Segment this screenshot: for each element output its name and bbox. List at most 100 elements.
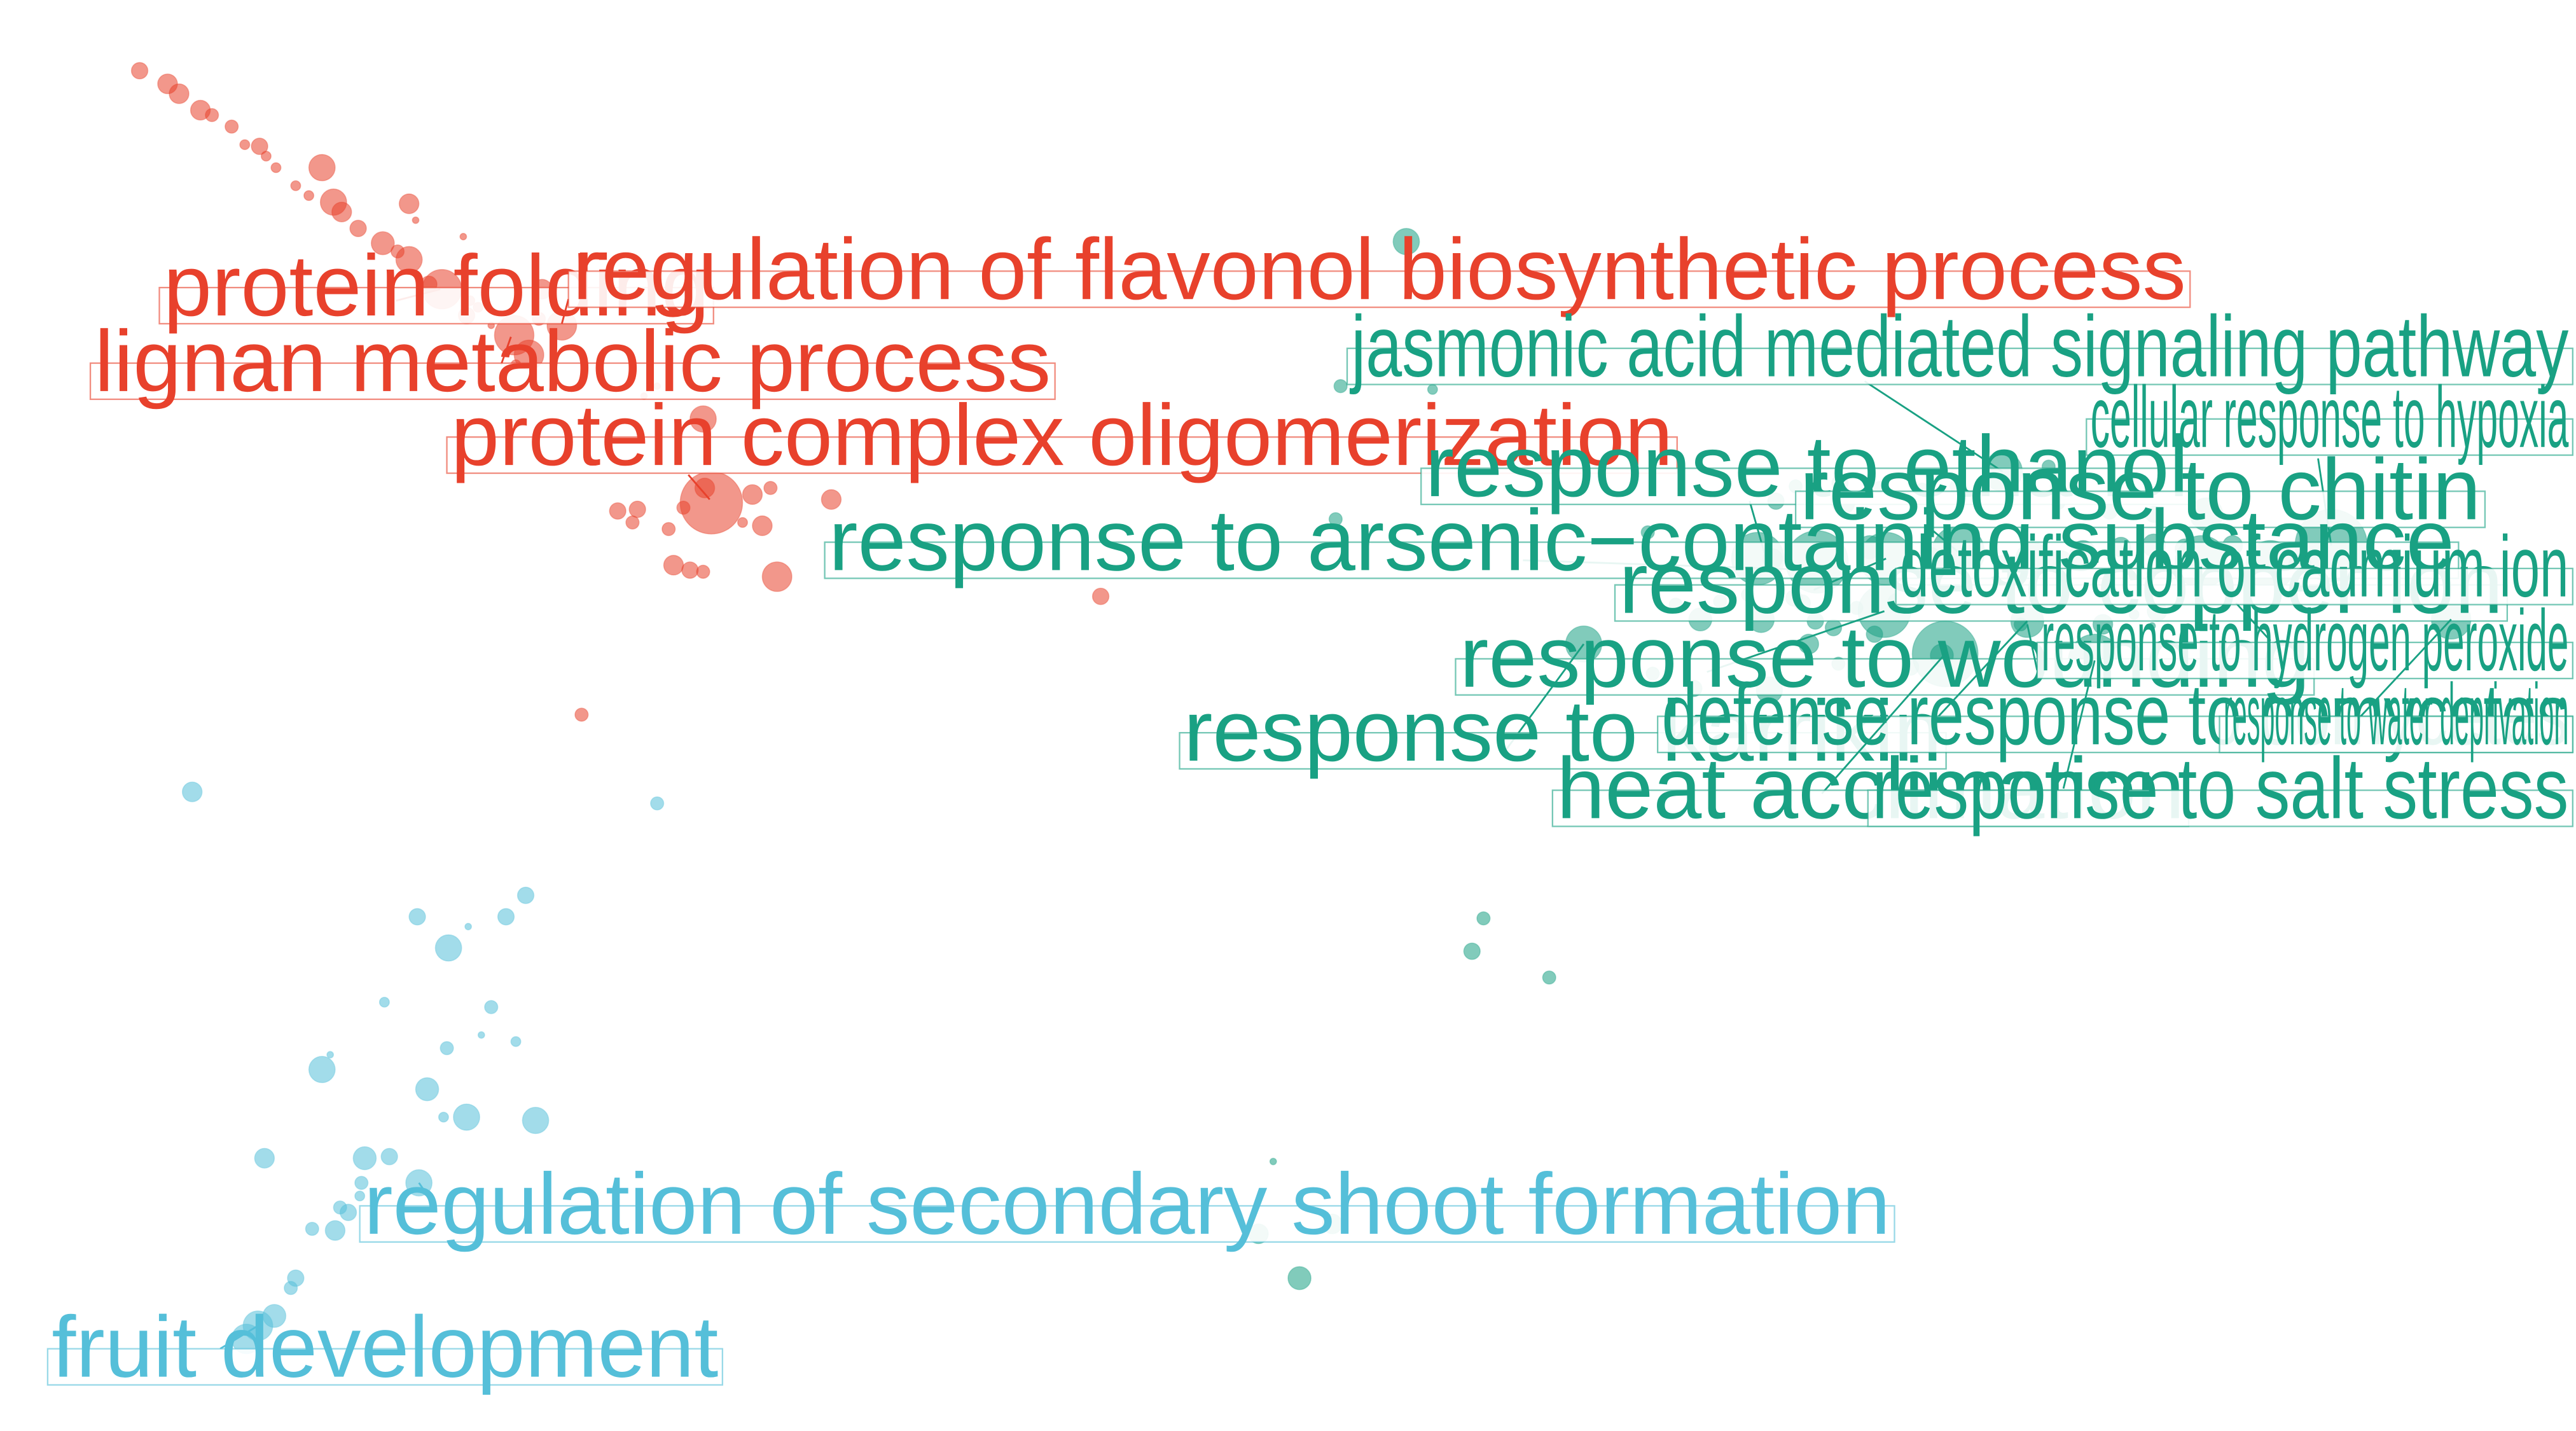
data-point <box>378 997 390 1008</box>
label-text: response to hydrogen peroxide <box>2041 591 2568 689</box>
label-box <box>1895 567 2573 605</box>
data-point <box>2148 622 2156 630</box>
label-box <box>1346 347 2573 385</box>
data-point <box>1392 228 1420 256</box>
data-point <box>308 154 336 182</box>
data-point <box>260 150 272 162</box>
data-point <box>354 1175 369 1190</box>
data-point <box>516 887 535 904</box>
point-label: response to chitin <box>1794 440 2486 553</box>
data-point <box>742 484 763 505</box>
label-text: response to water deprivation <box>2224 665 2568 763</box>
data-point <box>408 908 426 926</box>
data-point <box>380 1147 398 1166</box>
data-point <box>349 219 367 237</box>
label-text: protein complex oligomerization <box>451 386 1673 483</box>
label-box <box>89 362 1056 400</box>
data-point <box>270 162 282 174</box>
label-leader-line <box>1864 380 2004 473</box>
data-point <box>205 107 219 123</box>
data-point <box>1269 1158 1277 1166</box>
point-label: regulation of secondary shoot formation <box>359 1155 1895 1252</box>
data-point <box>459 233 467 241</box>
data-point <box>354 1190 366 1202</box>
data-point <box>284 1281 298 1296</box>
data-point <box>1542 970 1556 985</box>
label-leader-line <box>219 1325 259 1350</box>
label-text: lignan metabolic process <box>95 312 1051 410</box>
label-box <box>1794 490 2486 529</box>
data-point <box>663 555 684 576</box>
data-point <box>628 501 646 518</box>
data-point <box>130 62 149 80</box>
label-text: fruit development <box>52 1298 718 1395</box>
data-point <box>1287 1266 1312 1290</box>
label-leader-line <box>1506 643 1585 750</box>
data-point <box>370 231 395 256</box>
point-label: response to water deprivation <box>2219 618 2573 763</box>
data-point <box>324 1220 346 1241</box>
data-point <box>254 1147 275 1169</box>
data-point <box>737 516 748 529</box>
data-point <box>181 781 203 803</box>
label-leader-line <box>1936 620 2028 719</box>
point-label: protein folding <box>158 237 714 334</box>
data-point <box>689 405 717 433</box>
data-point <box>453 1103 480 1131</box>
data-point <box>438 1111 449 1123</box>
label-leader-line <box>2358 618 2452 719</box>
data-point <box>308 1056 336 1084</box>
data-point <box>290 180 301 191</box>
data-point <box>251 137 268 155</box>
data-point <box>464 922 473 930</box>
data-point <box>331 202 352 223</box>
label-text: response to chitin <box>1800 440 2481 537</box>
data-point <box>681 561 699 579</box>
point-label: fruit development <box>46 1298 724 1395</box>
label-text: response to salt stress <box>1872 739 2568 836</box>
data-point <box>761 561 793 592</box>
point-label: detoxification of cadmium ion <box>1895 518 2573 642</box>
data-point <box>609 502 627 520</box>
data-point <box>763 481 778 495</box>
label-leader-line <box>2062 660 2096 789</box>
label-leader-line <box>560 298 570 324</box>
data-point <box>326 1051 335 1059</box>
data-point <box>1640 525 1655 540</box>
point-label: cellular response to hypoxia <box>2086 368 2573 546</box>
label-box <box>1867 789 2573 827</box>
data-point <box>352 1146 377 1170</box>
label-text: regulation of secondary shoot formation <box>364 1155 1890 1252</box>
data-point <box>225 119 239 134</box>
data-point <box>477 1031 485 1039</box>
data-point <box>1328 512 1343 527</box>
data-point <box>339 1203 357 1222</box>
data-point <box>510 1036 522 1047</box>
point-label: lignan metabolic process <box>89 312 1056 410</box>
label-box <box>2086 418 2573 456</box>
label-text: regulation of flavonol biosynthetic proc… <box>572 220 2186 317</box>
data-point <box>169 83 190 104</box>
label-leader-line <box>2235 602 2271 642</box>
data-point <box>497 908 515 926</box>
data-point <box>1476 911 1491 926</box>
point-label: response to hydrogen peroxide <box>2026 591 2573 689</box>
data-point <box>650 796 665 811</box>
data-point <box>694 477 716 499</box>
label-box <box>2036 641 2573 680</box>
data-point <box>484 1000 499 1014</box>
label-text: detoxification of cadmium ion <box>1900 518 2568 615</box>
data-point <box>522 1107 550 1135</box>
data-point <box>696 564 710 579</box>
data-point <box>1333 379 1348 394</box>
label-text: jasmonic acid mediated signaling pathway <box>1349 298 2568 395</box>
point-label: jasmonic acid mediated signaling pathway <box>1346 298 2573 473</box>
label-leader-line <box>418 1182 435 1205</box>
label-box <box>359 1205 1895 1243</box>
data-point <box>1091 588 1110 605</box>
data-point <box>303 190 315 202</box>
label-box <box>2219 716 2573 754</box>
data-point <box>625 515 640 530</box>
label-text: cellular response to hypoxia <box>2091 368 2569 466</box>
data-point <box>676 501 691 515</box>
